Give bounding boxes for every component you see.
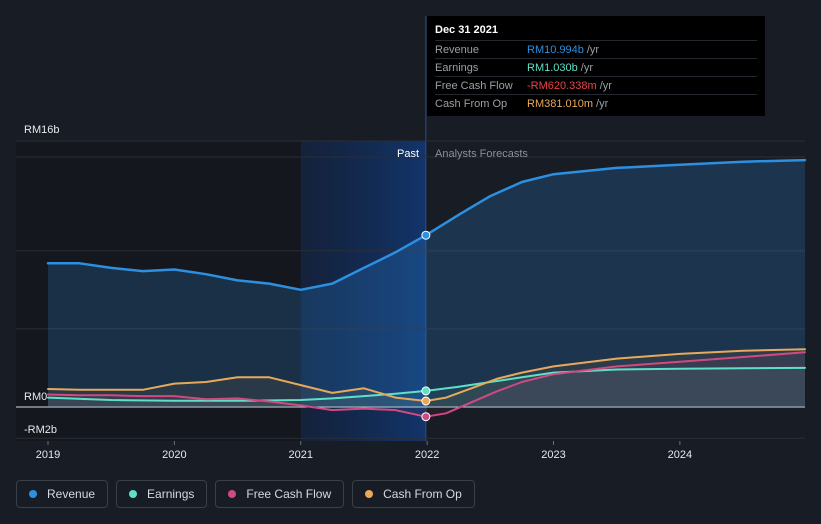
legend-dot-icon [228,490,237,498]
tooltip-value: RM10.994b [527,43,584,56]
free_cash_flow-line [47,351,806,418]
x-tick-label: 2021 [289,449,313,461]
tooltip-label: Earnings [435,61,479,74]
tooltip-label: Revenue [435,43,480,56]
legend: Revenue Earnings Free Cash Flow Cash Fro… [16,480,475,508]
tooltip-value: RM381.010m [527,97,594,110]
tooltip-row-free-cash-flow: Free Cash Flow -RM620.338m /yr [435,76,757,94]
legend-label: Earnings [147,487,195,501]
y-label-zero: RM0 [24,391,47,403]
revenue-line [46,158,807,292]
tooltip-row-earnings: Earnings RM1.030b /yr [435,58,757,76]
tooltip-value: -RM620.338m [527,79,597,92]
legend-item-cash-from-op[interactable]: Cash From Op [352,480,475,508]
y-label-bottom: -RM2b [24,424,57,436]
legend-dot-icon [365,490,374,498]
cash_from_op-area [48,349,805,407]
x-tick-label: 2020 [162,449,186,461]
past-label: Past [397,148,419,160]
tooltip-label: Cash From Op [435,97,508,110]
forecast-label: Analysts Forecasts [435,148,528,160]
legend-item-revenue[interactable]: Revenue [16,480,109,508]
tooltip-unit: /yr [599,79,612,92]
revenue-area [48,160,805,407]
cash_from_op-marker [421,396,431,406]
tooltip-unit: /yr [596,97,609,110]
tooltip-value: RM1.030b [527,61,578,74]
tooltip-label: Free Cash Flow [435,79,513,92]
earnings-marker [421,386,431,396]
legend-label: Cash From Op [383,487,462,501]
tooltip-row-revenue: Revenue RM10.994b /yr [435,40,757,58]
tooltip-row-cash-from-op: Cash From Op RM381.010m /yr [435,94,757,112]
tooltip-unit: /yr [586,43,600,56]
free_cash_flow-marker [421,412,431,422]
past-region [16,141,301,441]
legend-label: Revenue [47,487,96,501]
revenue-marker [421,230,431,240]
legend-item-free-cash-flow[interactable]: Free Cash Flow [215,480,345,508]
legend-item-earnings[interactable]: Earnings [116,480,208,508]
legend-dot-icon [29,490,37,498]
x-tick-label: 2022 [415,449,439,461]
x-tick-label: 2019 [36,449,60,461]
y-label-top: RM16b [24,124,59,136]
x-tick-label: 2024 [668,449,692,461]
x-tick-label: 2023 [541,449,565,461]
chart-area: RM16b RM0 -RM2b Past Analysts Forecasts … [16,16,807,461]
legend-dot-icon [129,490,138,498]
cash_from_op-line [47,348,806,402]
tooltip-date: Dec 31 2021 [435,24,498,36]
tooltip-unit: /yr [580,61,593,74]
earnings-area [48,367,805,407]
legend-label: Free Cash Flow [246,487,332,501]
tooltip: Dec 31 2021 Revenue RM10.994b /yr Earnin… [427,16,765,116]
